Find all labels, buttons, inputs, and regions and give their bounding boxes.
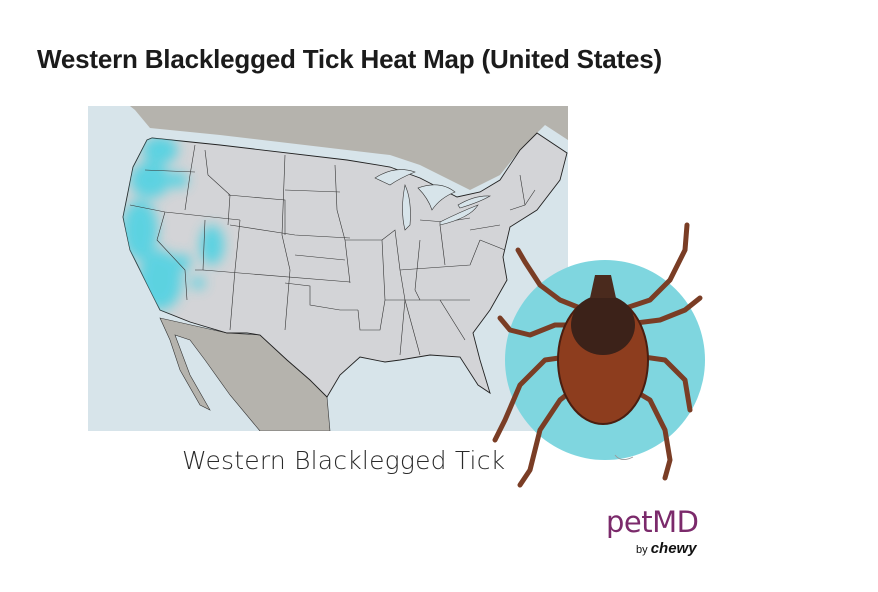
great-lakes	[374, 169, 491, 231]
heat-oregon-east	[168, 172, 188, 188]
state-borders	[129, 144, 536, 356]
petmd-logo: petMD	[606, 505, 699, 539]
heat-oregon	[130, 162, 170, 198]
chewy-byline: by chewy	[636, 540, 697, 557]
page-title: Western Blacklegged Tick Heat Map (Unite…	[37, 44, 662, 74]
heat-arizona	[191, 277, 205, 289]
canada	[130, 106, 568, 190]
artist-signature	[614, 454, 634, 460]
heat-washington	[142, 136, 178, 164]
chewy-brand: chewy	[650, 540, 697, 557]
tick-scutum	[571, 295, 635, 355]
byline-by: by	[636, 544, 648, 556]
heat-nevada	[175, 254, 191, 270]
heat-utah	[200, 225, 224, 265]
united-states	[122, 132, 568, 398]
tick-illustration	[492, 222, 705, 488]
tick-head	[590, 275, 616, 298]
heat-california-north	[123, 200, 158, 260]
map-caption: Western Blacklegged Tick	[182, 446, 506, 475]
